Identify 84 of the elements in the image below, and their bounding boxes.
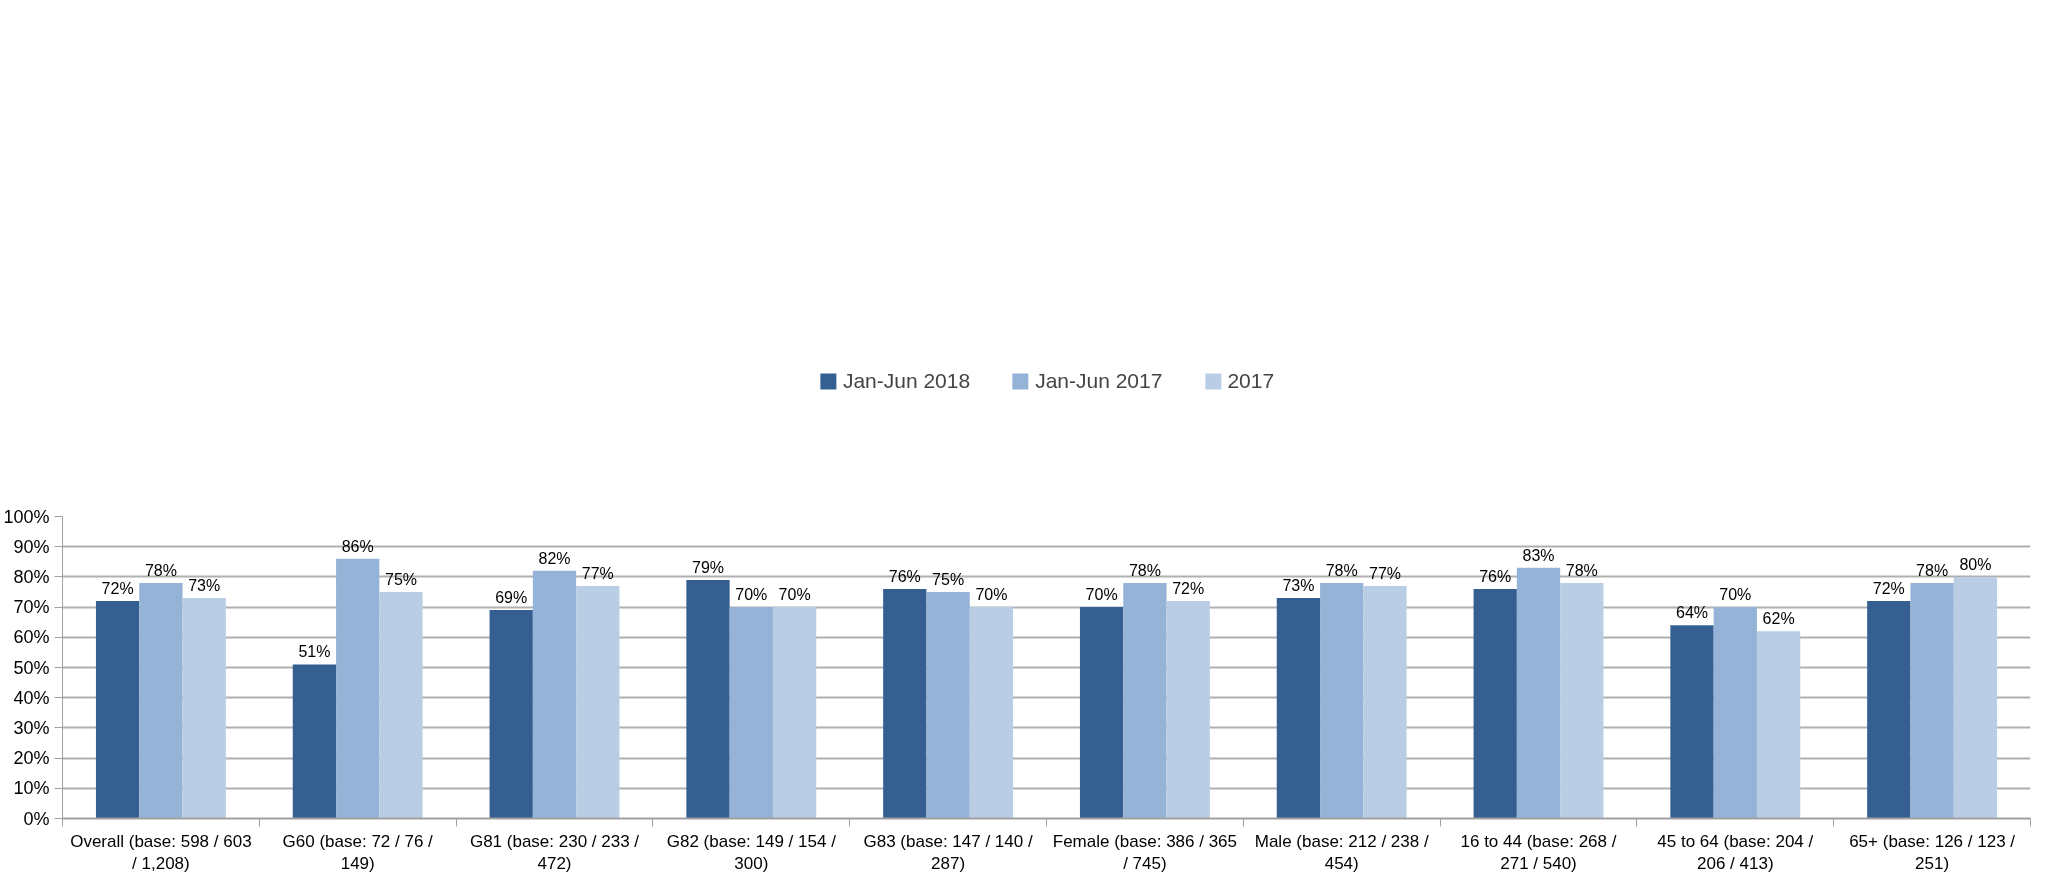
bar: [1953, 576, 1998, 819]
data-label: 78%: [1916, 561, 1949, 579]
data-label: 72%: [1172, 580, 1205, 598]
data-label: 73%: [188, 577, 221, 595]
data-label: 69%: [495, 589, 528, 607]
bar: [1363, 585, 1407, 819]
x-tick-label: Overall (base: 598 / 603 / 1,208): [70, 831, 252, 874]
bar: [1910, 582, 1954, 819]
data-label: 79%: [691, 558, 725, 576]
data-label: 70%: [735, 586, 768, 604]
x-tick-label: 16 to 44 (base: 268 / 271 / 540): [1460, 831, 1617, 874]
data-label: 86%: [341, 537, 374, 555]
bar: [969, 607, 1014, 819]
data-label: 70%: [778, 586, 811, 604]
bar: [1867, 601, 1911, 819]
data-label: 83%: [1522, 546, 1555, 564]
bar: [1713, 607, 1757, 819]
bar: [1276, 598, 1321, 819]
bar: [883, 588, 927, 819]
data-label: 51%: [298, 643, 331, 661]
data-label: 78%: [144, 561, 177, 579]
data-label: 72%: [1872, 580, 1905, 598]
data-label: 64%: [1675, 604, 1709, 622]
data-label: 82%: [538, 549, 571, 567]
x-tick-label: G60 (base: 72 / 76 / 149): [282, 831, 434, 874]
legend-label: 2017: [1227, 369, 1275, 393]
bar: [1123, 582, 1167, 819]
y-tick-label: 10%: [13, 778, 50, 799]
y-tick-label: 20%: [13, 748, 50, 769]
data-label: 78%: [1128, 561, 1161, 579]
data-label: 78%: [1565, 561, 1598, 579]
bar: [95, 601, 140, 819]
data-label: 72%: [101, 580, 134, 598]
bar: [772, 607, 817, 819]
x-tick-label: G82 (base: 149 / 154 / 300): [666, 831, 837, 874]
x-tick-label: 45 to 64 (base: 204 / 206 / 413): [1657, 831, 1814, 874]
data-label: 70%: [975, 586, 1008, 604]
x-tick-label: 65+ (base: 126 / 123 / 251): [1849, 831, 2016, 874]
y-tick-label: 70%: [13, 597, 50, 618]
bar: [576, 585, 620, 819]
data-label: 70%: [1719, 586, 1752, 604]
x-tick-label: G83 (base: 147 / 140 / 287): [863, 831, 1033, 874]
bar: [1670, 625, 1714, 819]
data-label: 76%: [888, 567, 921, 585]
bar: [686, 579, 730, 819]
y-tick-label: 40%: [13, 687, 50, 708]
y-tick-label: 60%: [13, 627, 50, 648]
data-label: 76%: [1479, 567, 1512, 585]
y-tick-label: 90%: [13, 536, 50, 557]
bar: [1320, 582, 1364, 819]
bar: [1166, 601, 1210, 819]
bar: [729, 607, 773, 819]
x-tick-label: Male (base: 212 / 238 / 454): [1254, 831, 1429, 874]
y-tick-label: 50%: [13, 657, 50, 678]
data-label: 62%: [1762, 610, 1795, 628]
bar: [1473, 588, 1517, 819]
x-tick-label: Female (base: 386 / 365 / 745): [1052, 831, 1238, 874]
data-label: 75%: [932, 571, 965, 588]
data-label: 78%: [1325, 561, 1358, 579]
bar: [1516, 567, 1561, 819]
legend-label: Jan-Jun 2017: [1035, 369, 1163, 393]
bar: [139, 582, 183, 819]
data-label: 77%: [581, 564, 614, 582]
y-tick-label: 30%: [13, 717, 50, 738]
bar: [1560, 582, 1604, 819]
bar: [379, 592, 423, 819]
data-label: 75%: [384, 571, 418, 588]
bar: [1079, 607, 1124, 819]
bar: [926, 592, 970, 819]
legend-label: Jan-Jun 2018: [842, 369, 971, 393]
y-tick-label: 0%: [23, 808, 50, 829]
x-tick-label: G81 (base: 230 / 233 / 472): [469, 831, 640, 874]
data-label: 73%: [1282, 577, 1315, 595]
bar: [1756, 631, 1801, 819]
bar: [182, 598, 226, 819]
bar: [336, 558, 380, 819]
bar: [489, 610, 533, 819]
data-label: 70%: [1085, 586, 1118, 604]
bar: [532, 570, 577, 819]
data-label: 77%: [1368, 564, 1402, 582]
y-tick-label: 80%: [13, 566, 50, 587]
bar: [292, 664, 337, 819]
data-label: 80%: [1959, 555, 1992, 573]
y-tick-label: 100%: [3, 506, 50, 527]
